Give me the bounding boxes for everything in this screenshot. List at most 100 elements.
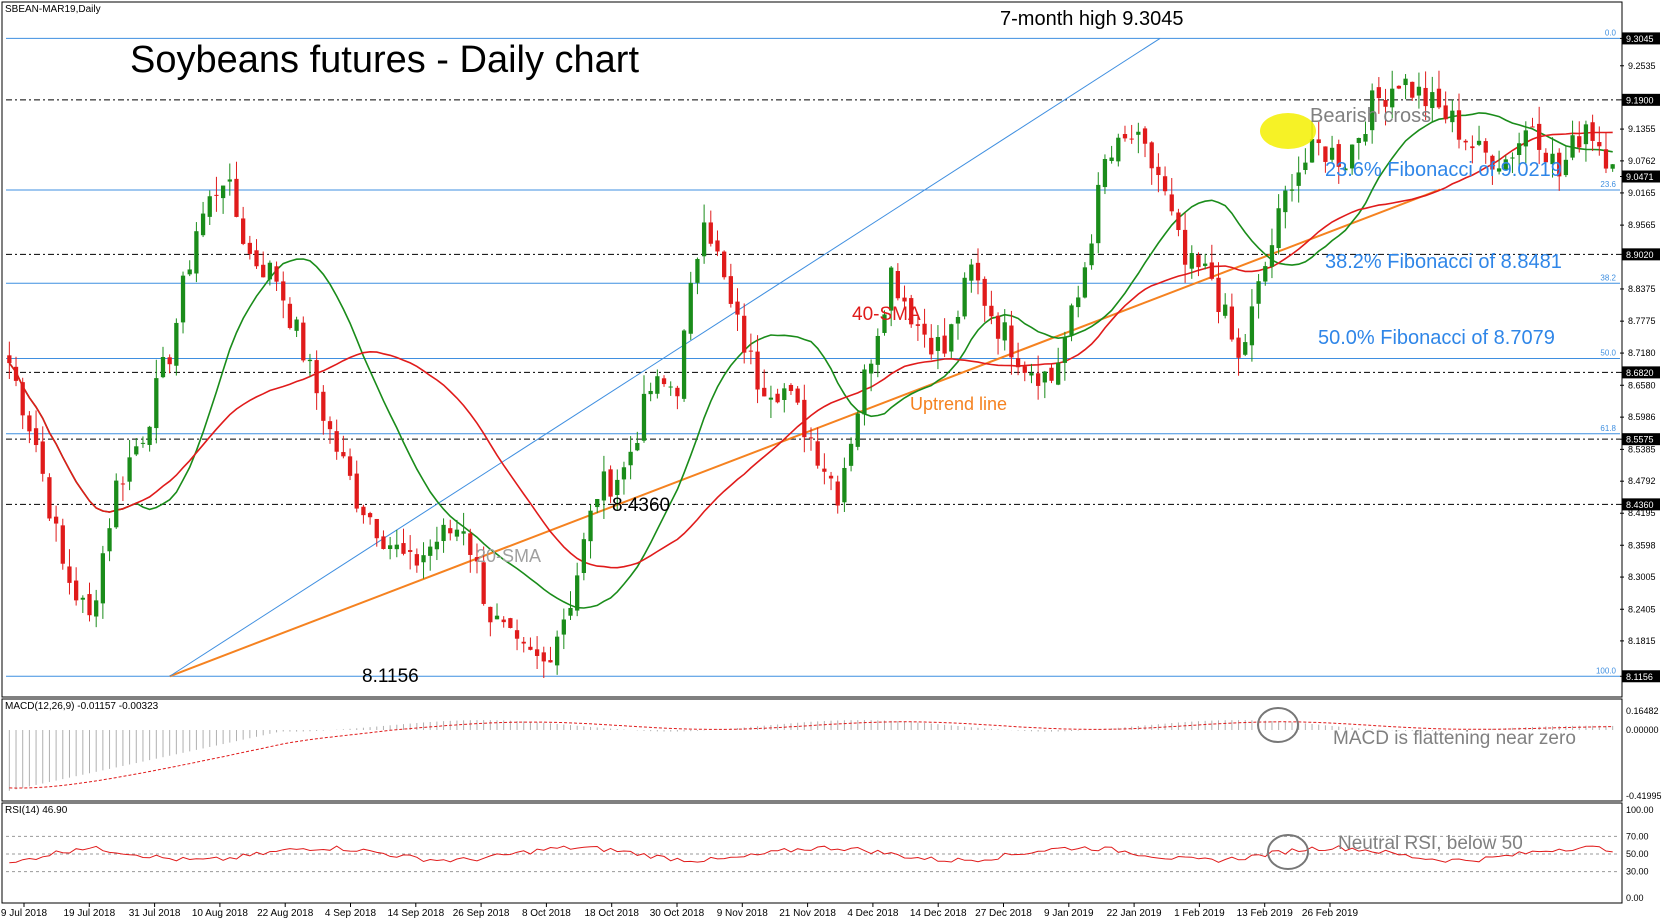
candle-body <box>428 546 433 556</box>
rsi-axis-label: 50.00 <box>1626 849 1649 859</box>
candle-body <box>548 660 553 663</box>
candle-body <box>1109 157 1114 161</box>
candle-body <box>534 649 540 656</box>
candle-body <box>1229 306 1235 340</box>
x-tick-label: 10 Aug 2018 <box>192 908 249 919</box>
candle-body <box>127 457 132 482</box>
candle-body <box>588 510 593 542</box>
candle-body <box>1276 208 1281 249</box>
candle-body <box>701 222 707 257</box>
candle-body <box>1076 297 1081 308</box>
candle-body <box>7 355 12 364</box>
candle-body <box>254 250 259 267</box>
candle-body <box>1176 212 1181 231</box>
candle-body <box>889 267 894 311</box>
candle-body <box>575 575 580 611</box>
horizontal-levels: 0.0 23.6 38.2 50.0 61.8 100.0 <box>6 28 1620 677</box>
candle-body <box>815 441 820 466</box>
candle-body <box>1557 152 1562 177</box>
candle-body <box>1296 172 1301 186</box>
candle-body <box>715 240 720 252</box>
candle-body <box>601 471 607 501</box>
sma40-label: 40-SMA <box>852 304 921 325</box>
candle-body <box>748 350 754 352</box>
candle-body <box>922 323 927 335</box>
candle-body <box>1516 143 1522 156</box>
x-tick-label: 9 Jul 2018 <box>1 908 48 919</box>
candle-body <box>615 479 620 495</box>
candle-body <box>307 359 313 362</box>
candle-body <box>1102 159 1108 188</box>
candle-body <box>1570 135 1575 158</box>
price-tag-label: 8.5575 <box>1626 435 1654 445</box>
price-tag-label: 8.9020 <box>1626 250 1654 260</box>
x-tick-label: 4 Dec 2018 <box>847 908 899 919</box>
fib-level-label: 100.0 <box>1596 666 1617 675</box>
candle-body <box>975 262 981 281</box>
candle-body <box>387 545 393 549</box>
candle-body <box>107 528 112 552</box>
candle-body <box>1169 194 1174 212</box>
candle-body <box>87 594 92 616</box>
fib-level-label: 61.8 <box>1600 424 1616 433</box>
candle-body <box>1430 92 1435 109</box>
macd-axis-label: -0.41995 <box>1626 791 1662 801</box>
candle-body <box>835 481 840 506</box>
rsi-axis-label: 100.00 <box>1626 805 1654 815</box>
candle-body <box>401 543 406 554</box>
candle-body <box>327 421 333 430</box>
candle-body <box>100 553 106 604</box>
candle-body <box>287 303 293 328</box>
candle-body <box>134 446 139 455</box>
y-tick-label: 9.1355 <box>1628 124 1656 134</box>
candle-body <box>1496 168 1502 172</box>
candle-body <box>1597 142 1602 147</box>
sma40-line <box>8 131 1613 569</box>
candle-body <box>140 442 146 444</box>
candle-body <box>1510 157 1515 159</box>
candle-body <box>621 467 627 480</box>
candle-body <box>1122 134 1128 139</box>
candle-body <box>955 316 961 324</box>
candle-body <box>561 619 566 635</box>
x-tick-label: 1 Feb 2019 <box>1174 908 1225 919</box>
candle-body <box>555 636 560 666</box>
candle-body <box>541 652 546 662</box>
candle-body <box>227 179 232 182</box>
candle-body <box>1356 137 1361 143</box>
x-tick-label: 14 Sep 2018 <box>387 908 444 919</box>
candle-body <box>40 441 45 474</box>
candle-body <box>1537 123 1542 150</box>
candle-body <box>1303 162 1308 170</box>
candle-body <box>314 360 319 394</box>
x-tick-label: 26 Sep 2018 <box>453 908 510 919</box>
x-tick-label: 21 Nov 2018 <box>779 908 836 919</box>
candle-body <box>862 369 867 415</box>
candle-body <box>1009 325 1014 358</box>
y-tick-label: 8.5986 <box>1628 412 1656 422</box>
candle-body <box>1042 371 1047 383</box>
candle-body <box>661 378 667 385</box>
candle-body <box>301 322 306 361</box>
time-axis: 9 Jul 2018 19 Jul 2018 31 Jul 2018 10 Aug 2… <box>1 903 1359 919</box>
candle-body <box>1096 184 1101 244</box>
candle-body <box>1523 130 1528 147</box>
candle-body <box>728 276 733 304</box>
candle-body <box>655 376 660 394</box>
candle-body <box>1363 134 1368 142</box>
candle-body <box>995 315 1001 339</box>
candle-body <box>154 378 159 429</box>
candle-body <box>1136 131 1141 135</box>
candle-body <box>581 539 587 574</box>
candle-body <box>1209 262 1214 279</box>
rsi-axis-label: 70.00 <box>1626 831 1649 841</box>
candle-body <box>27 415 32 432</box>
price-tag-label: 9.3045 <box>1626 34 1654 44</box>
candle-body <box>528 646 533 650</box>
candle-body <box>267 262 273 280</box>
candle-body <box>1236 337 1241 358</box>
candle-body <box>1483 141 1488 153</box>
candle-body <box>1416 86 1422 96</box>
candle-body <box>1383 100 1388 107</box>
